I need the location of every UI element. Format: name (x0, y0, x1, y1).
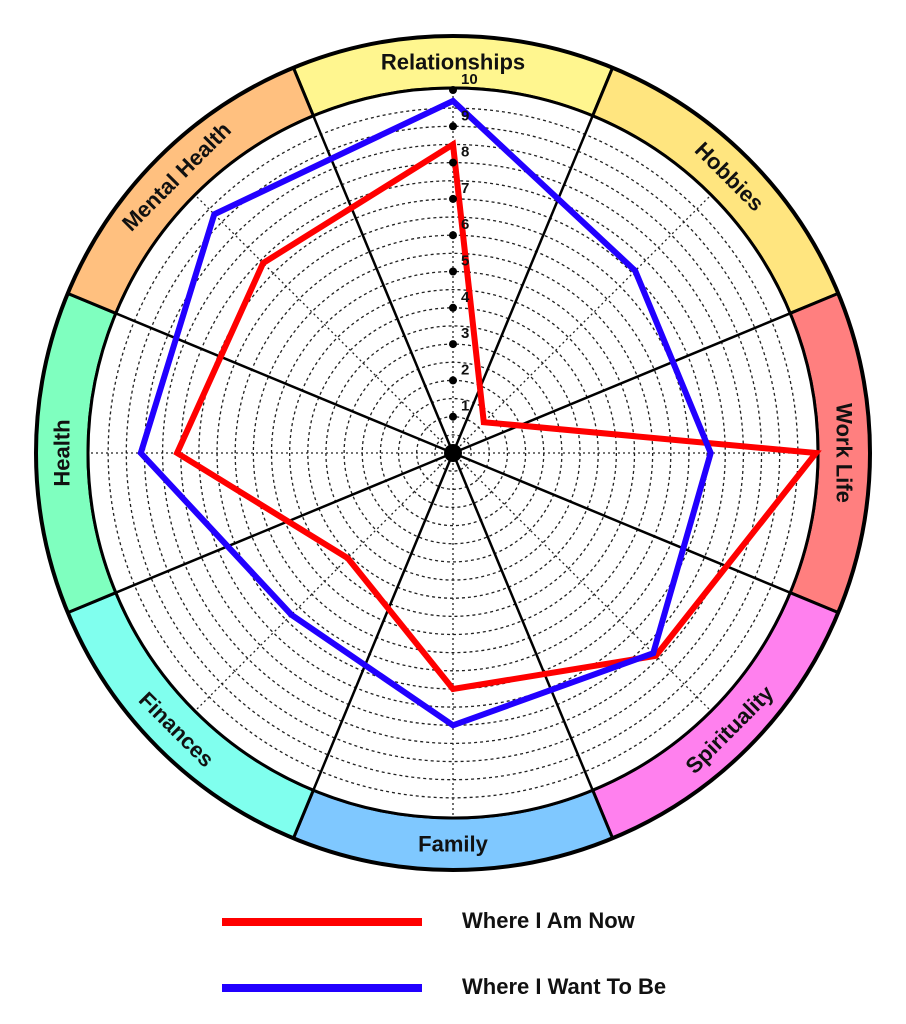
grid-ring (434, 434, 472, 472)
category-label-family: Family (418, 832, 488, 857)
category-label-health: Health (50, 419, 75, 486)
tick-label-5: 5 (461, 253, 469, 270)
grid-ring (234, 234, 672, 672)
boundary-spoke (451, 115, 594, 454)
boundary-spoke (115, 312, 454, 455)
tick-dot (449, 412, 457, 421)
tick-dot (449, 158, 457, 167)
boundary-spoke (451, 452, 594, 791)
center-spoke (452, 452, 711, 711)
grid-ring (288, 288, 618, 618)
center-spoke (195, 452, 454, 711)
tick-label-8: 8 (461, 144, 469, 161)
tick-dot (449, 376, 457, 385)
tick-dot (449, 231, 457, 240)
tick-dot (449, 194, 457, 203)
legend-item-now: Where I Am Now (222, 904, 742, 944)
center-dot (444, 444, 462, 462)
boundary-spoke (452, 312, 791, 455)
legend-swatch-want (222, 984, 422, 992)
legend-swatch-now (222, 918, 422, 926)
radial-ticks: 1 2 3 4 5 6 7 8 9 10 (444, 71, 478, 462)
tick-label-6: 6 (461, 216, 469, 233)
grid-ring (379, 379, 527, 527)
boundary-spoke (312, 115, 455, 454)
tick-label-10: 10 (461, 71, 478, 88)
tick-dot (449, 267, 457, 276)
tick-label-7: 7 (461, 180, 469, 197)
boundary-spoke (452, 451, 791, 594)
boundary-spoke (312, 452, 455, 791)
legend-label-want: Where I Want To Be (462, 974, 667, 999)
center-spoke (195, 195, 454, 454)
series-layer (137, 97, 822, 729)
grid-ring (325, 325, 581, 581)
boundary-spoke (115, 451, 454, 594)
outer-ring (34, 34, 872, 872)
tick-label-9: 9 (461, 107, 469, 124)
center-spoke (452, 195, 711, 454)
tick-label-2: 2 (461, 361, 469, 378)
grid-ring (252, 252, 654, 654)
tick-dot (449, 303, 457, 312)
category-label-work-life: Work Life (832, 403, 857, 503)
tick-dot (449, 122, 457, 131)
tick-dot (449, 340, 457, 349)
tick-dot (449, 86, 457, 94)
tick-label-4: 4 (461, 289, 470, 306)
tick-label-3: 3 (461, 325, 469, 342)
legend-label-now: Where I Am Now (462, 908, 635, 933)
category-label-relationships: Relationships (381, 50, 525, 75)
legend-item-want: Where I Want To Be (222, 970, 742, 1010)
grid-ring (397, 397, 509, 509)
tick-label-1: 1 (461, 398, 469, 415)
